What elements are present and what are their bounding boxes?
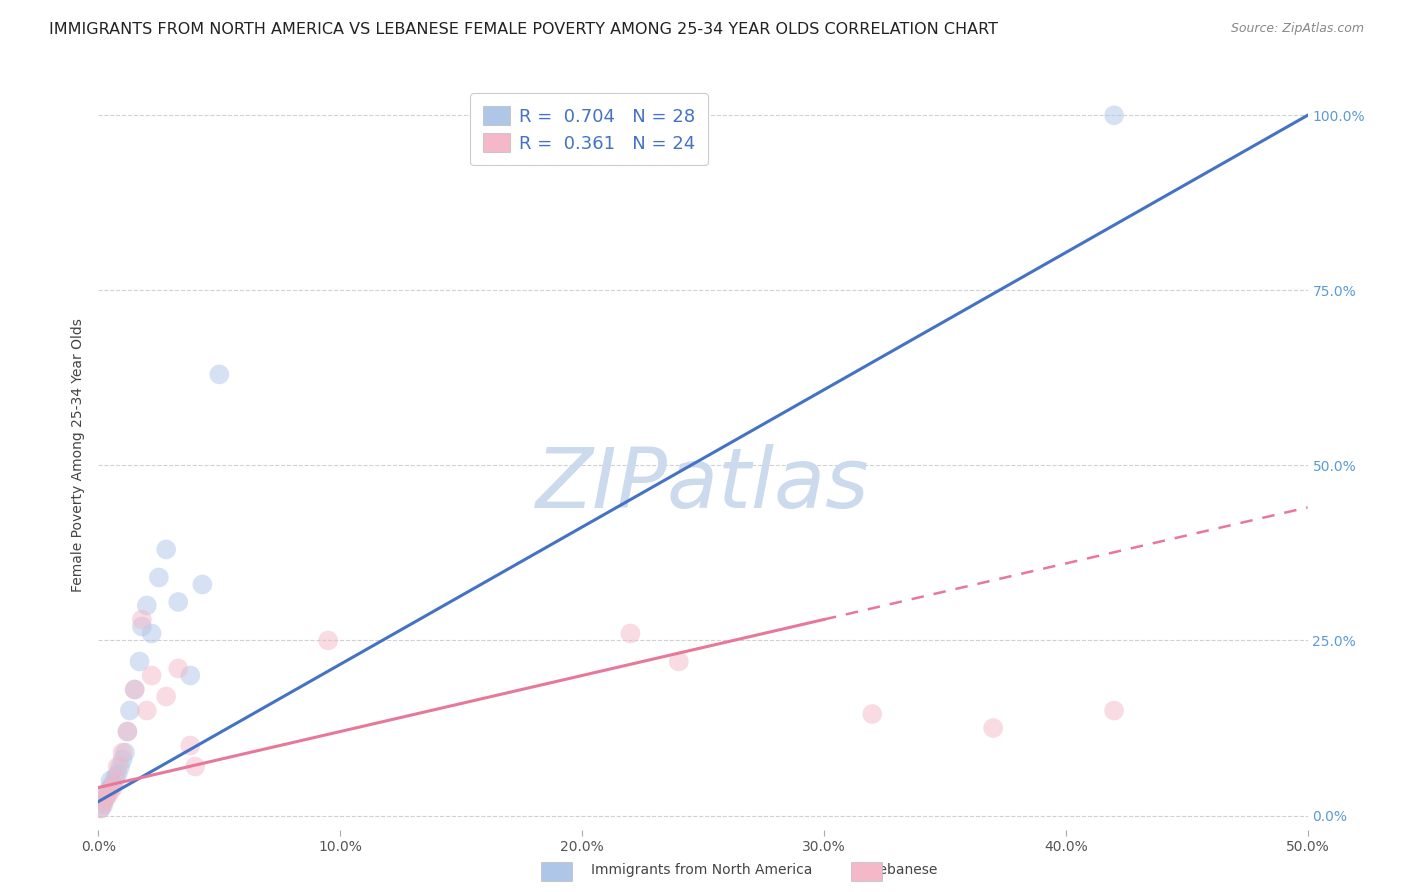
Point — [167, 595, 190, 609]
Point — [148, 570, 170, 584]
Point — [131, 619, 153, 633]
Point — [104, 770, 127, 784]
Text: Immigrants from North America: Immigrants from North America — [591, 863, 811, 877]
Point — [104, 773, 127, 788]
Text: ZIPatlas: ZIPatlas — [536, 444, 870, 525]
Point — [91, 795, 114, 809]
Point — [860, 706, 883, 721]
Point — [1102, 108, 1125, 122]
Y-axis label: Female Poverty Among 25-34 Year Olds: Female Poverty Among 25-34 Year Olds — [72, 318, 86, 592]
Point — [107, 766, 129, 780]
Point — [1102, 704, 1125, 718]
Point — [117, 724, 139, 739]
Point — [114, 746, 136, 760]
Point — [118, 704, 141, 718]
Point — [124, 682, 146, 697]
Point — [141, 668, 163, 682]
Point — [111, 746, 134, 760]
Point — [97, 788, 120, 802]
Point — [100, 780, 122, 795]
Point — [316, 633, 339, 648]
Point — [94, 791, 117, 805]
Point — [100, 773, 122, 788]
Point — [90, 801, 112, 815]
Point — [184, 759, 207, 773]
Point — [117, 724, 139, 739]
Point — [94, 791, 117, 805]
Point — [97, 784, 120, 798]
Point — [981, 721, 1004, 735]
Point — [191, 577, 214, 591]
Point — [128, 655, 150, 669]
Point — [179, 739, 201, 753]
Point — [179, 668, 201, 682]
Point — [135, 704, 157, 718]
Point — [155, 542, 177, 557]
Point — [131, 612, 153, 626]
Point — [91, 795, 114, 809]
Point — [100, 784, 122, 798]
Point — [91, 798, 114, 813]
Point — [107, 759, 129, 773]
Text: IMMIGRANTS FROM NORTH AMERICA VS LEBANESE FEMALE POVERTY AMONG 25-34 YEAR OLDS C: IMMIGRANTS FROM NORTH AMERICA VS LEBANES… — [49, 22, 998, 37]
Point — [208, 368, 231, 382]
Point — [90, 801, 112, 815]
Text: Source: ZipAtlas.com: Source: ZipAtlas.com — [1230, 22, 1364, 36]
Point — [141, 626, 163, 640]
Point — [135, 599, 157, 613]
Point — [124, 682, 146, 697]
Text: Lebanese: Lebanese — [872, 863, 938, 877]
Point — [101, 780, 124, 795]
Point — [94, 788, 117, 802]
Point — [111, 752, 134, 766]
Point — [155, 690, 177, 704]
Point — [619, 626, 641, 640]
Point — [101, 777, 124, 791]
Point — [668, 655, 690, 669]
Legend: R =  0.704   N = 28, R =  0.361   N = 24: R = 0.704 N = 28, R = 0.361 N = 24 — [470, 93, 707, 165]
Point — [167, 661, 190, 675]
Point — [108, 759, 131, 773]
